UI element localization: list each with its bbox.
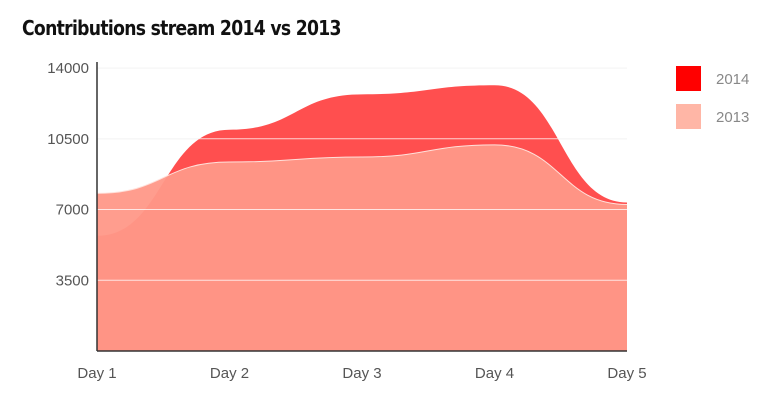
y-tick-label: 14000 <box>47 60 89 77</box>
y-tick-label: 7000 <box>56 202 89 219</box>
line-2013 <box>96 144 628 205</box>
legend-label-2014: 2014 <box>716 71 749 88</box>
legend-swatch-2013 <box>676 104 701 129</box>
legend: 2014 2013 <box>676 66 749 129</box>
x-tick-label: Day 3 <box>342 365 381 382</box>
area-2013 <box>97 144 627 351</box>
x-tick-label: Day 5 <box>607 365 646 382</box>
y-tick-label: 3500 <box>56 272 89 289</box>
axes <box>96 62 627 352</box>
legend-swatch-2014 <box>676 66 701 91</box>
x-tick-label: Day 2 <box>210 365 249 382</box>
x-tick-label: Day 4 <box>475 365 514 382</box>
x-tick-label: Day 1 <box>77 365 116 382</box>
tick-labels: 3500 7000 10500 14000 Day 1 Day 2 Day 3 Day 4 Da… <box>47 60 646 382</box>
legend-label-2013: 2013 <box>716 109 749 126</box>
y-tick-label: 10500 <box>47 131 89 148</box>
chart-title: Contributions stream 2014 vs 2013 <box>22 16 342 40</box>
area-series <box>96 67 628 351</box>
